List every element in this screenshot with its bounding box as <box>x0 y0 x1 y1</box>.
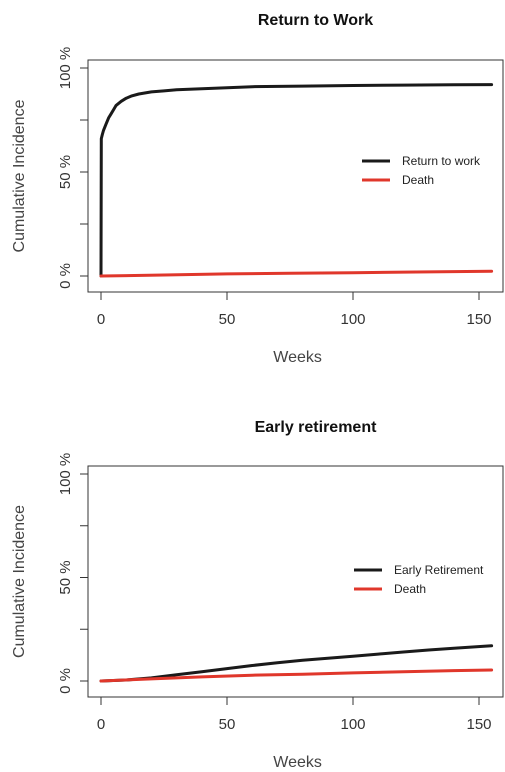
chart-title: Early retirement <box>255 419 378 436</box>
y-tick-label: 50 % <box>57 155 74 189</box>
y-tick-label: 50 % <box>57 560 74 594</box>
y-tick-label: 100 % <box>57 47 74 90</box>
x-tick-label: 50 <box>219 716 236 733</box>
x-tick-label: 100 <box>340 311 365 328</box>
chart-1: Return to Work 0 50 100 150 0 % 50 % 100 % Weeks… <box>11 12 504 366</box>
x-tick-label: 150 <box>466 716 491 733</box>
legend-label: Death <box>402 173 434 187</box>
x-axis-label: Weeks <box>273 349 322 366</box>
series-line-death <box>99 269 494 278</box>
x-tick-label: 100 <box>340 716 365 733</box>
x-axis-label: Weeks <box>273 754 322 771</box>
legend-label: Early Retirement <box>394 563 484 577</box>
chart-2: Early retirement 0 50 100 150 0 % 50 % 100 % Wee… <box>11 419 504 771</box>
x-tick-label: 50 <box>219 311 236 328</box>
series-line-early-retirement <box>99 644 494 683</box>
x-tick-label: 0 <box>97 716 105 733</box>
x-tick-label: 150 <box>466 311 491 328</box>
legend: Return to work Death <box>362 154 481 187</box>
plot-frame <box>87 465 504 698</box>
x-tick-label: 0 <box>97 311 105 328</box>
series-line-return-to-work <box>99 83 494 278</box>
legend-label: Return to work <box>402 154 481 168</box>
y-axis-label: Cumulative Incidence <box>11 505 28 658</box>
y-tick-label: 100 % <box>57 453 74 496</box>
y-tick-label: 0 % <box>57 668 74 694</box>
chart-title: Return to Work <box>258 12 373 29</box>
y-tick-label: 0 % <box>57 263 74 289</box>
series-line-death <box>99 668 494 683</box>
plot-frame <box>87 59 504 293</box>
legend: Early Retirement Death <box>354 563 484 596</box>
y-axis-label: Cumulative Incidence <box>11 99 28 252</box>
legend-label: Death <box>394 582 426 596</box>
